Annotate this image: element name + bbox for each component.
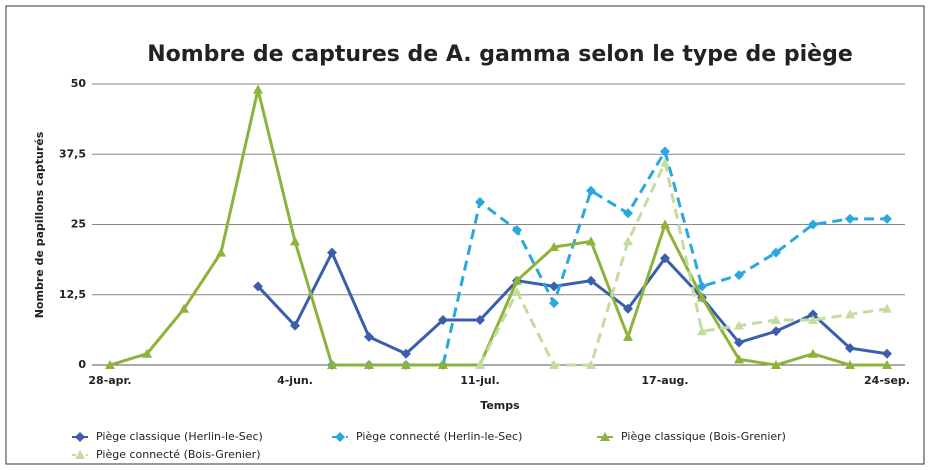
point [475,197,485,208]
y-tick-label: 0 [78,358,86,371]
point [179,303,189,313]
point [586,275,596,286]
point [808,309,818,320]
point [623,236,633,246]
x-tick-label: 28-apr. [88,374,131,387]
point [808,348,818,358]
frame [5,5,925,465]
point [475,315,485,326]
point [734,320,744,330]
legend-marker [335,432,345,442]
series-line [256,249,888,356]
y-tick-label: 12,5 [59,288,86,301]
point [845,360,855,369]
point [623,331,633,341]
point [771,315,781,325]
point [438,360,448,369]
x-tick-label: 17-aug. [641,374,688,387]
point [327,247,337,258]
legend-marker [600,432,610,441]
point [512,286,522,296]
point [845,213,855,224]
point [697,281,707,292]
point [808,219,818,230]
x-tick-label: 4-jun. [277,374,313,387]
x-tick-label: 11-jul. [460,374,499,387]
y-tick-label: 50 [71,77,87,90]
point [253,281,263,292]
legend-marker [75,450,85,459]
point [142,348,152,358]
point [216,247,226,257]
point [475,360,485,369]
point [253,84,263,94]
x-tick-label: 24-sep. [864,374,910,387]
legend-label: Piège classique (Herlin-le-Sec) [96,430,263,443]
y-axis-label: Nombre de papillons capturés [33,131,46,318]
point [586,360,596,369]
point [808,315,818,325]
point [549,281,559,292]
point [734,337,744,348]
point [771,360,781,369]
legend-marker [75,432,85,442]
point [438,315,448,326]
point [105,360,115,369]
point [623,208,633,219]
legend-label: Piège connecté (Bois-Grenier) [96,448,260,461]
point [882,348,892,359]
point [660,253,670,264]
point [623,303,633,314]
point [660,146,670,157]
point [290,236,300,246]
point [512,225,522,236]
point [697,292,707,302]
point [364,331,374,342]
legend-label: Piège classique (Bois-Grenier) [621,430,786,443]
y-tick-label: 37,5 [59,147,86,160]
point [845,343,855,354]
point [734,354,744,364]
point [734,270,744,281]
point [697,326,707,336]
point [364,360,374,369]
point [771,326,781,337]
point [845,309,855,319]
point [882,360,892,369]
point [586,185,596,196]
x-axis-label: Temps [480,399,520,412]
point [882,303,892,313]
point [586,236,596,246]
point [290,320,300,331]
point [882,213,892,224]
series-line [332,147,887,367]
point [660,157,670,167]
series-line [478,158,888,367]
point [771,247,781,258]
point [549,241,559,251]
chart-title: Nombre de captures de A. gamma selon le … [147,42,853,67]
point [512,275,522,285]
series-line [109,89,887,367]
y-tick-label: 25 [71,218,86,231]
point [401,348,411,359]
point [401,360,411,369]
point [660,219,670,229]
point [327,360,337,369]
point [549,360,559,369]
point [549,298,559,309]
legend-label: Piège connecté (Herlin-le-Sec) [356,430,522,443]
